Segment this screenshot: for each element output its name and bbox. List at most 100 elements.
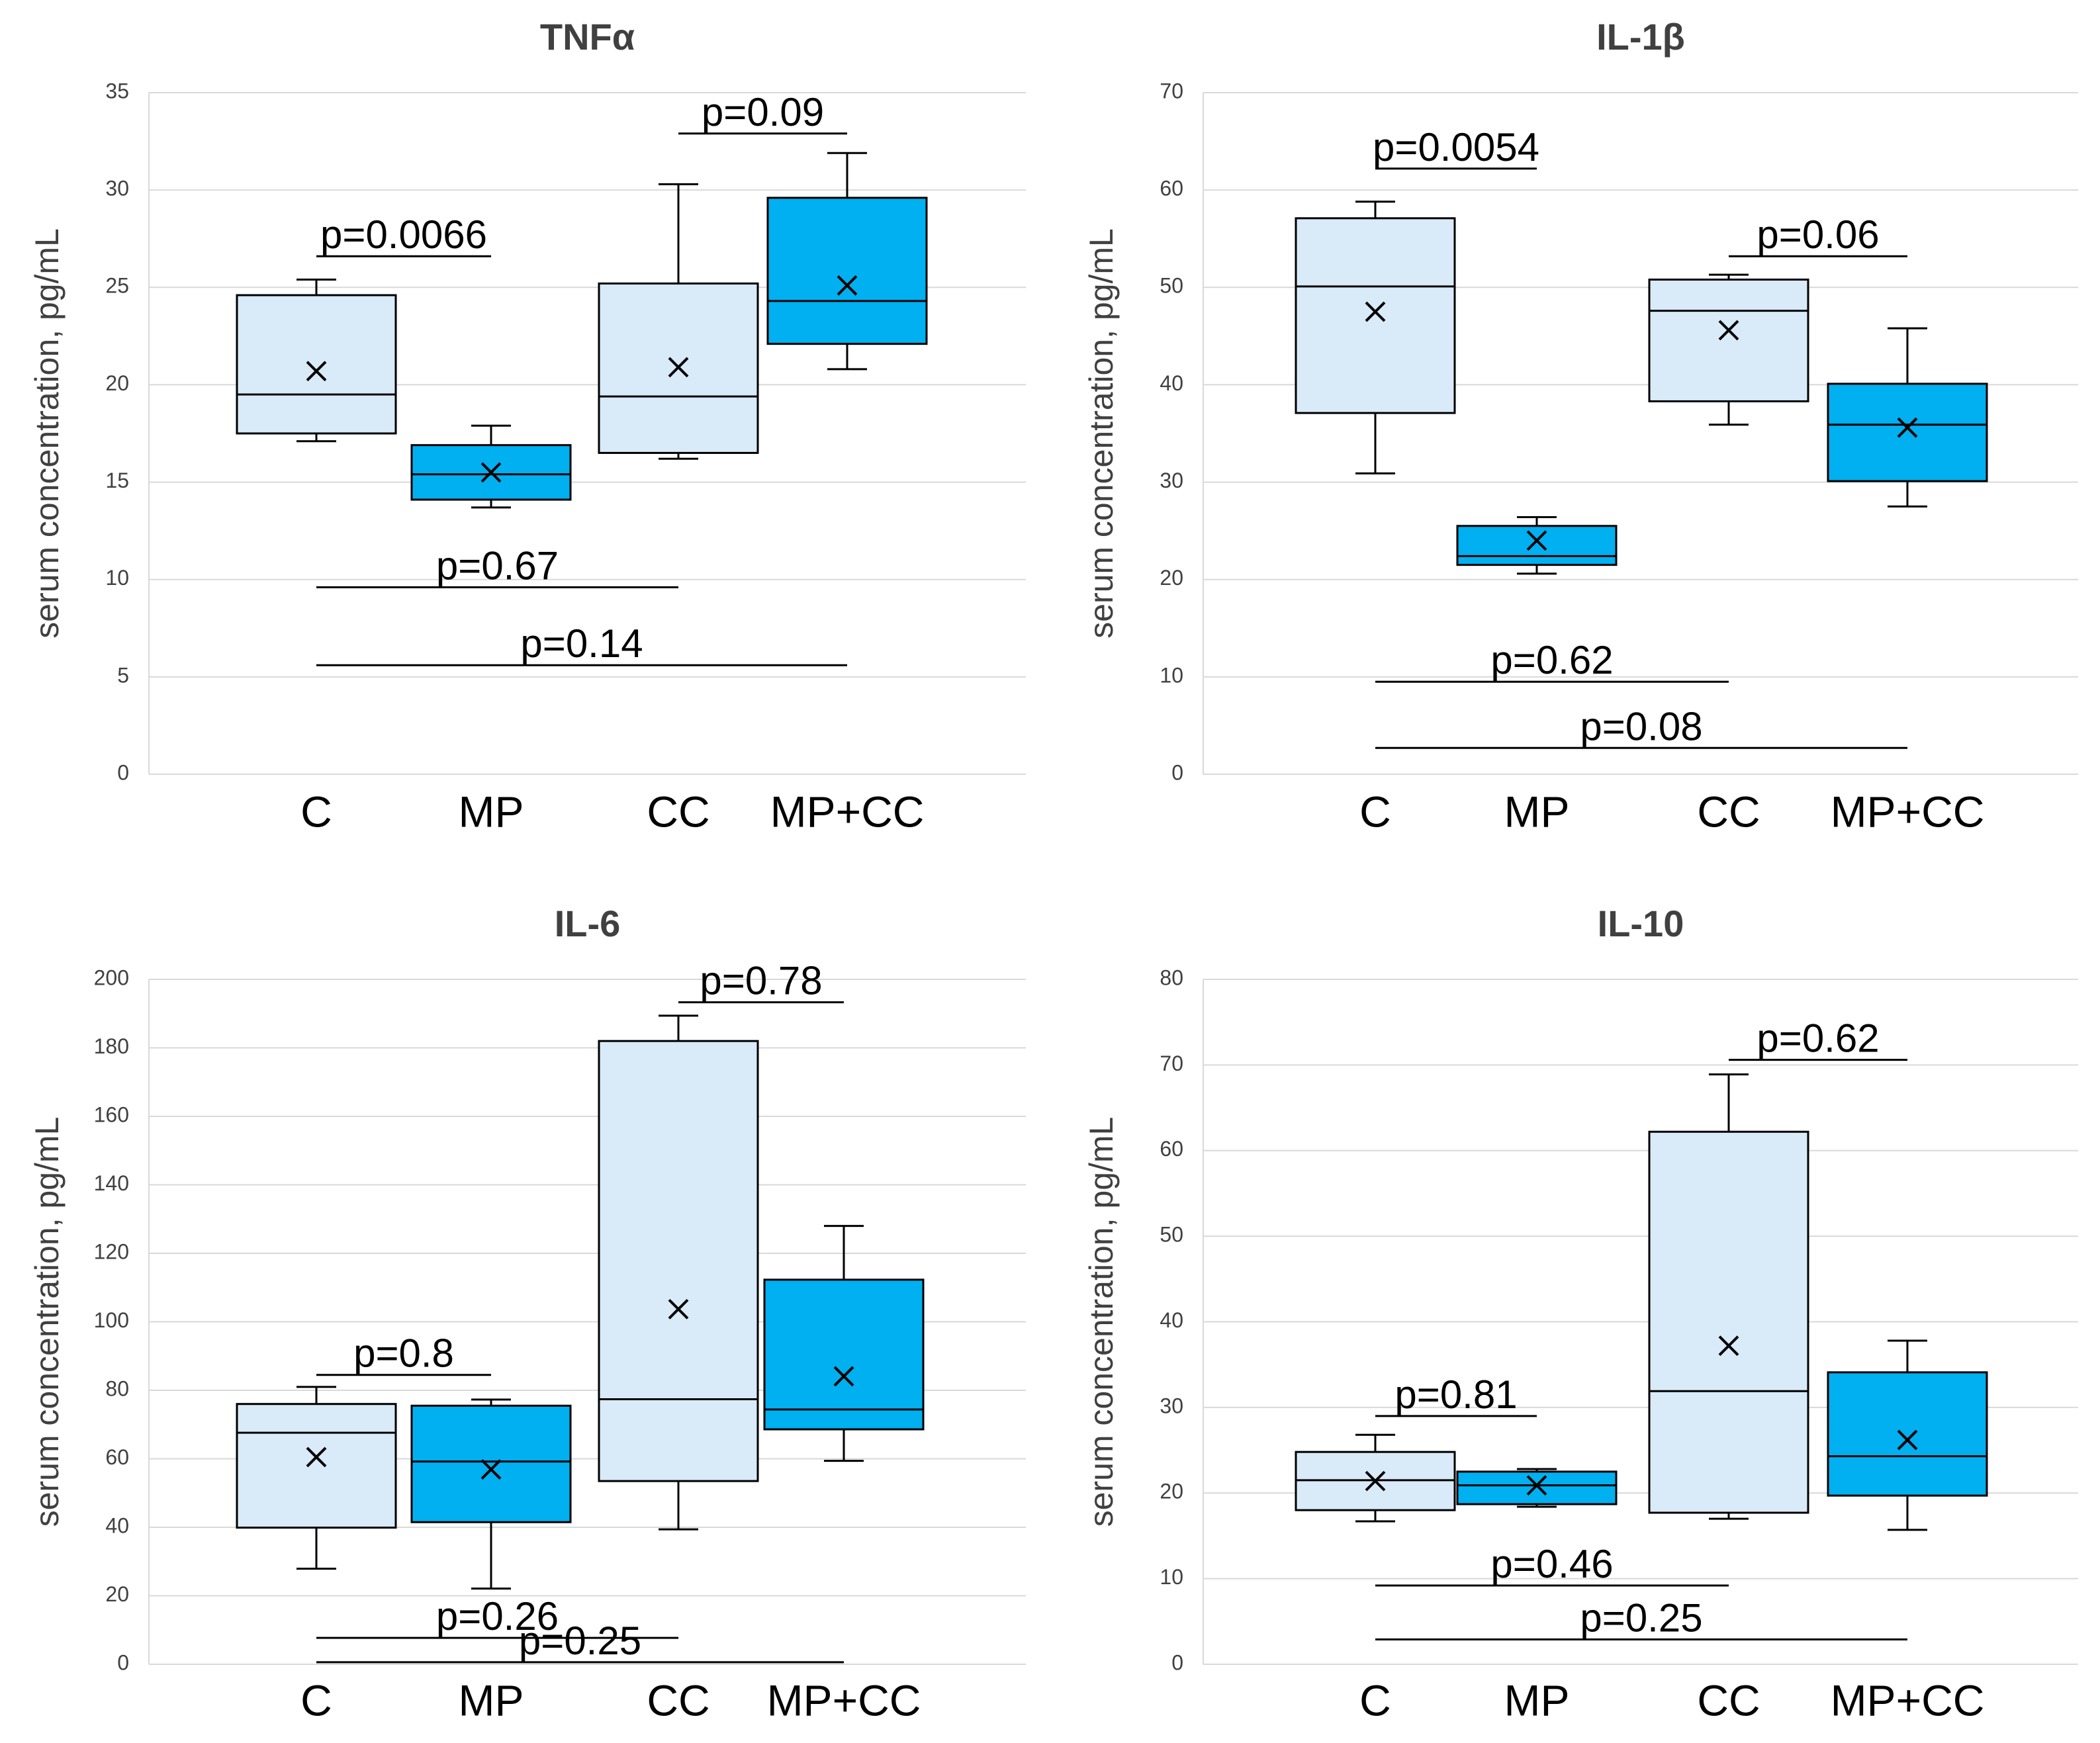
p-value-annotation: p=0.06 (1729, 212, 1907, 257)
p-value-annotation: p=0.26 (316, 1594, 678, 1639)
chart-panel-4: IL-10 serum concentration, pg/mL 0 10 20 30 40… (1083, 903, 2078, 1724)
y-tick-label: 80 (105, 1376, 129, 1400)
x-tick-label: CC (1697, 787, 1760, 836)
box-mp-plus-cc (766, 152, 928, 371)
box-iqr (1456, 1470, 1618, 1505)
y-tick-label: 35 (105, 79, 129, 103)
mean-marker-stroke (833, 1366, 854, 1387)
x-tick-label: CC (647, 787, 709, 836)
p-value-annotation: p=0.08 (1375, 704, 1907, 749)
box-mp (1456, 1468, 1618, 1508)
box-iqr (410, 1404, 572, 1523)
mean-marker (480, 462, 502, 483)
box-c (236, 1386, 397, 1570)
p-value-label: p=0.8 (353, 1331, 454, 1376)
mean-marker (668, 1298, 689, 1319)
p-value-label: p=0.25 (1580, 1595, 1702, 1640)
y-tick-label: 40 (1160, 371, 1183, 395)
x-tick-label: MP (459, 787, 524, 836)
x-tick-label: MP (1504, 787, 1570, 836)
box-iqr (236, 294, 397, 435)
box-iqr (1648, 279, 1809, 402)
p-value-annotation: p=0.67 (316, 543, 678, 588)
box-mp (1456, 516, 1618, 575)
mean-marker-stroke (480, 462, 502, 483)
y-tick-label: 0 (1171, 760, 1183, 784)
p-value-label: p=0.46 (1490, 1542, 1613, 1586)
y-tick-label: 200 (94, 965, 129, 989)
p-value-annotation: p=0.78 (678, 959, 844, 1004)
p-value-label: p=0.78 (700, 959, 822, 1003)
x-tick-label: C (1359, 1676, 1391, 1724)
chart-panel-2: IL-1β serum concentration, pg/mL 0 10 20 30 40… (1083, 16, 2078, 836)
x-tick-label: MP+CC (1831, 1676, 1985, 1724)
y-tick-label: 10 (105, 566, 129, 590)
p-value-label: p=0.08 (1580, 704, 1702, 748)
p-value-label: p=0.62 (1490, 638, 1613, 682)
y-tick-label: 50 (1160, 1223, 1183, 1247)
box-iqr (763, 1278, 925, 1431)
box-mp-plus-cc (763, 1225, 925, 1462)
p-value-annotation: p=0.81 (1375, 1372, 1537, 1417)
mean-marker-stroke (1897, 417, 1918, 438)
x-tick-label: CC (647, 1676, 709, 1724)
p-value-label: p=0.06 (1757, 212, 1879, 257)
mean-marker-stroke (1718, 1335, 1739, 1357)
mean-marker-stroke (1526, 1475, 1547, 1496)
mean-marker (668, 357, 689, 378)
mean-marker (837, 275, 858, 296)
y-tick-label: 40 (1160, 1308, 1183, 1332)
box-iqr (1295, 217, 1456, 414)
box-iqr (598, 1040, 759, 1482)
x-tick-label: C (1359, 787, 1391, 836)
box-iqr (1648, 1130, 1809, 1514)
y-tick-label: 20 (1160, 566, 1183, 590)
p-value-label: p=0.62 (1757, 1016, 1879, 1061)
mean-marker (1365, 1470, 1386, 1492)
x-tick-label: CC (1697, 1676, 1760, 1724)
mean-marker (1718, 1335, 1739, 1357)
y-tick-label: 10 (1160, 663, 1183, 687)
y-tick-label: 30 (1160, 1394, 1183, 1417)
mean-marker-stroke (668, 1298, 689, 1319)
y-tick-label: 30 (105, 177, 129, 201)
box-iqr (1827, 1371, 1988, 1497)
box-cc (598, 183, 759, 460)
p-value-label: p=0.26 (436, 1594, 559, 1638)
mean-marker (480, 1459, 502, 1480)
p-value-annotation: p=0.62 (1375, 638, 1729, 683)
box-c (1295, 201, 1456, 474)
x-tick-label: MP+CC (767, 1676, 921, 1724)
mean-marker (833, 1366, 854, 1387)
y-tick-label: 40 (105, 1513, 129, 1537)
p-value-label: p=0.81 (1394, 1372, 1517, 1417)
p-value-label: p=0.25 (519, 1619, 641, 1663)
mean-marker-stroke (306, 1447, 327, 1468)
x-tick-label: C (300, 787, 332, 836)
mean-marker-stroke (668, 357, 689, 378)
y-tick-label: 50 (1160, 274, 1183, 298)
box-iqr (1827, 382, 1988, 482)
y-axis-label: serum concentration, pg/mL (28, 1117, 66, 1527)
mean-marker-stroke (1526, 530, 1547, 551)
box-mp-plus-cc (1827, 327, 1988, 508)
mean-marker-stroke (1365, 1470, 1386, 1492)
y-tick-label: 30 (1160, 469, 1183, 492)
x-tick-label: MP (1504, 1676, 1570, 1724)
mean-marker (1526, 530, 1547, 551)
y-tick-label: 100 (94, 1308, 129, 1332)
mean-marker-stroke (306, 361, 327, 382)
box-cc (1648, 273, 1809, 426)
mean-marker (1365, 301, 1386, 322)
p-value-annotation: p=0.62 (1729, 1016, 1907, 1061)
p-value-annotation: p=0.0066 (316, 212, 491, 257)
y-tick-label: 80 (1160, 965, 1183, 989)
p-value-annotation: p=0.09 (678, 90, 847, 135)
y-tick-label: 180 (94, 1034, 129, 1058)
y-tick-label: 140 (94, 1171, 129, 1195)
box-c (236, 279, 397, 443)
y-tick-label: 25 (105, 274, 129, 298)
mean-marker-stroke (480, 1459, 502, 1480)
y-tick-label: 0 (1171, 1650, 1183, 1674)
mean-marker (1526, 1475, 1547, 1496)
